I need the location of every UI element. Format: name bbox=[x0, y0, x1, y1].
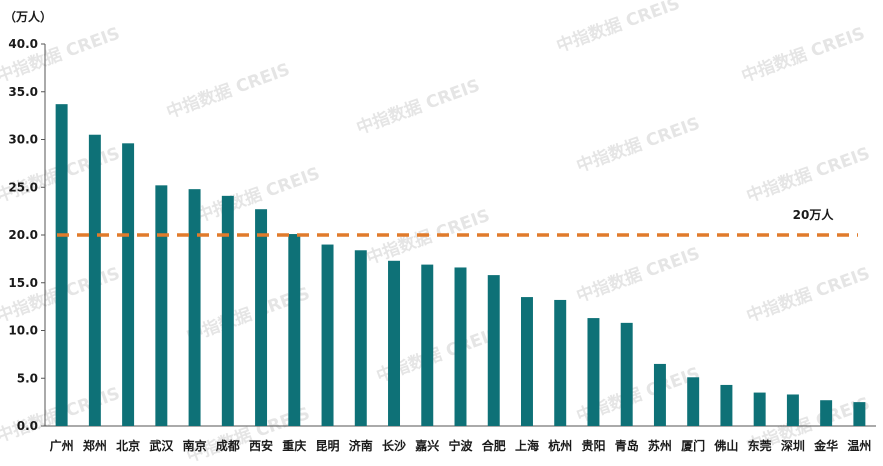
x-category-label: 西安 bbox=[249, 438, 273, 453]
bar bbox=[354, 250, 367, 426]
bar bbox=[753, 392, 766, 426]
bar bbox=[820, 400, 833, 426]
y-tick-label: 20.0 bbox=[8, 228, 38, 242]
x-category-label: 合肥 bbox=[482, 438, 506, 453]
bar bbox=[122, 143, 135, 426]
y-tick-label: 40.0 bbox=[8, 37, 38, 51]
watermark-text: 中指数据 CREIS bbox=[739, 23, 868, 87]
x-category-label: 杭州 bbox=[548, 438, 572, 453]
y-tick-label: 10.0 bbox=[8, 324, 38, 338]
x-category-label: 金华 bbox=[813, 438, 838, 453]
x-category-label: 温州 bbox=[847, 439, 871, 453]
x-axis-category-labels: 广州 郑州 北京 武汉 南京 成都 西安 重庆 昆明 济南 长沙 嘉兴 宁波 合肥 上海 杭州 贵阳 青岛 苏州 厦门… bbox=[50, 438, 872, 453]
x-category-label: 上海 bbox=[515, 438, 539, 453]
x-category-label: 厦门 bbox=[681, 438, 705, 453]
y-tick-label: 30.0 bbox=[8, 133, 38, 147]
bar bbox=[188, 189, 201, 426]
watermark-text: 中指数据 CREIS bbox=[554, 0, 683, 57]
x-category-label: 贵阳 bbox=[581, 438, 605, 453]
bar bbox=[653, 363, 666, 426]
bar bbox=[288, 234, 301, 426]
bar bbox=[853, 402, 866, 426]
bar bbox=[554, 299, 567, 426]
watermark-text: 中指数据 CREIS bbox=[0, 23, 123, 87]
watermark-text: 中指数据 CREIS bbox=[744, 263, 873, 327]
bar bbox=[55, 104, 68, 426]
x-category-label: 南京 bbox=[183, 438, 207, 453]
bar bbox=[587, 318, 600, 426]
y-tick-label: 35.0 bbox=[8, 85, 38, 99]
y-tick-label: 0.0 bbox=[17, 419, 38, 433]
y-axis-unit-label: （万人） bbox=[4, 9, 52, 24]
bar bbox=[687, 377, 700, 426]
bar bbox=[155, 185, 168, 426]
y-tick-label: 25.0 bbox=[8, 180, 38, 194]
x-category-label: 长沙 bbox=[382, 438, 406, 453]
bar bbox=[321, 244, 334, 426]
bar bbox=[487, 275, 500, 426]
watermark-text: 中指数据 CREIS bbox=[744, 143, 873, 207]
x-category-label: 成都 bbox=[216, 438, 240, 453]
watermark-text: 中指数据 CREIS bbox=[574, 113, 703, 177]
x-category-label: 昆明 bbox=[316, 439, 340, 453]
x-category-label: 广州 bbox=[50, 438, 74, 453]
bar bbox=[620, 322, 633, 426]
x-category-label: 苏州 bbox=[648, 438, 672, 453]
x-category-label: 济南 bbox=[349, 438, 373, 453]
bar bbox=[520, 297, 533, 426]
x-category-label: 东莞 bbox=[748, 438, 772, 453]
bar bbox=[221, 195, 234, 426]
watermark-text: 中指数据 CREIS bbox=[354, 75, 483, 139]
y-tick-label: 5.0 bbox=[17, 371, 38, 385]
bar-series bbox=[55, 104, 866, 426]
watermark-text: 中指数据 CREIS bbox=[574, 243, 703, 307]
x-category-label: 郑州 bbox=[83, 438, 107, 453]
y-tick-label: 15.0 bbox=[8, 276, 38, 290]
bar bbox=[720, 384, 733, 426]
x-category-label: 宁波 bbox=[448, 438, 473, 453]
bar bbox=[454, 267, 467, 426]
x-category-label: 北京 bbox=[116, 438, 140, 453]
x-category-label: 重庆 bbox=[282, 438, 306, 453]
watermark-text: 中指数据 CREIS bbox=[364, 205, 493, 269]
watermark-text: 中指数据 CREIS bbox=[164, 59, 293, 123]
x-category-label: 青岛 bbox=[615, 438, 639, 453]
bar bbox=[388, 260, 401, 426]
x-category-label: 深圳 bbox=[781, 438, 805, 453]
bar bbox=[88, 134, 101, 426]
reference-line-label: 20万人 bbox=[793, 207, 835, 222]
x-category-label: 嘉兴 bbox=[414, 438, 439, 453]
y-axis-ticks: 0.0 5.0 10.0 15.0 20.0 25.0 30.0 35.0 40.0 bbox=[8, 37, 45, 433]
bar bbox=[786, 394, 799, 426]
x-category-label: 武汉 bbox=[149, 438, 174, 453]
x-category-label: 佛山 bbox=[713, 438, 738, 453]
bar bbox=[255, 209, 268, 426]
bar bbox=[421, 264, 434, 426]
